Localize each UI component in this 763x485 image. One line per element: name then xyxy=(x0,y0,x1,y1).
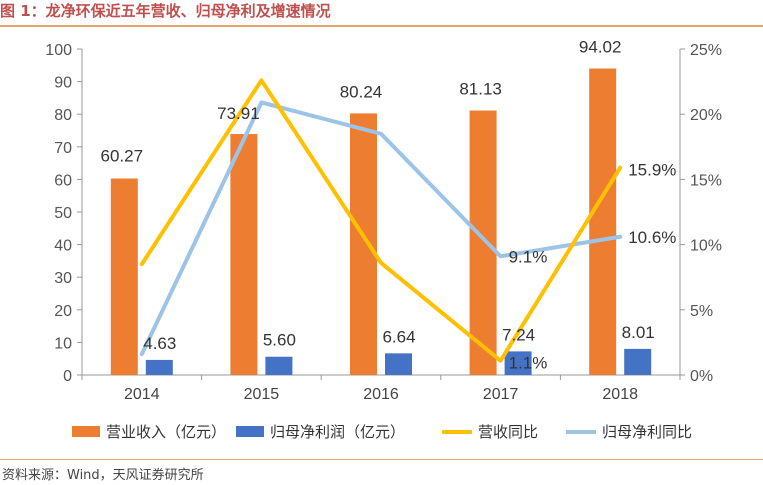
right-tick-label: 25% xyxy=(690,42,722,59)
revenue-bar xyxy=(469,110,497,375)
right-tick-label: 0% xyxy=(690,368,713,385)
x-tick-label: 2018 xyxy=(602,386,638,403)
legend-label: 归母净利同比 xyxy=(602,423,692,441)
revenue-data-label: 81.13 xyxy=(459,80,502,99)
profit-bar xyxy=(145,359,173,375)
profit-growth-line xyxy=(139,100,623,357)
left-tick-label: 10 xyxy=(54,335,72,352)
revenue-bar xyxy=(350,113,377,375)
left-tick-label: 50 xyxy=(54,205,72,222)
legend-swatch xyxy=(236,426,264,437)
figure-title: 图 1：龙净环保近五年营收、归母净利及增速情况 xyxy=(0,2,331,20)
revenue-growth-label: 1.1% xyxy=(509,354,548,373)
legend-swatch xyxy=(72,426,100,437)
profit-data-label: 6.64 xyxy=(382,327,415,346)
right-tick-label: 20% xyxy=(690,107,722,124)
left-tick-label: 100 xyxy=(45,42,72,59)
profit-bar xyxy=(624,348,652,375)
revenue-data-label: 80.24 xyxy=(340,82,383,101)
left-tick-label: 70 xyxy=(54,140,72,157)
left-tick-label: 0 xyxy=(63,368,72,385)
top-rule xyxy=(0,25,763,27)
legend-label: 归母净利润（亿元） xyxy=(270,423,405,441)
profit-data-label: 5.60 xyxy=(263,331,296,350)
profit-growth-label: 10.6% xyxy=(628,228,676,247)
right-tick-label: 10% xyxy=(690,238,722,255)
profit-bar xyxy=(265,356,293,375)
profit-data-label: 4.63 xyxy=(143,334,176,353)
x-tick-label: 2015 xyxy=(244,386,280,403)
revenue-data-label: 73.91 xyxy=(217,104,260,123)
profit-data-label: 7.24 xyxy=(502,325,535,344)
revenue-bar xyxy=(230,134,258,375)
revenue-growth-label: 15.9% xyxy=(628,161,676,180)
left-tick-label: 80 xyxy=(54,107,72,124)
source-note: 资料来源：Wind，天风证券研究所 xyxy=(2,468,204,483)
right-tick-label: 15% xyxy=(690,172,722,189)
legend-label: 营收同比 xyxy=(478,423,538,441)
left-tick-label: 60 xyxy=(54,172,72,189)
left-tick-label: 30 xyxy=(54,270,72,287)
revenue-data-label: 60.27 xyxy=(101,147,144,166)
profit-data-label: 8.01 xyxy=(622,323,655,342)
bottom-rule xyxy=(0,459,763,460)
x-tick-label: 2016 xyxy=(363,386,399,403)
x-tick-label: 2014 xyxy=(124,386,160,403)
left-tick-label: 90 xyxy=(54,75,72,92)
left-tick-label: 40 xyxy=(54,238,72,255)
revenue-bar xyxy=(110,178,138,375)
profit-bar xyxy=(504,351,532,375)
revenue-bar xyxy=(589,68,617,375)
right-tick-label: 5% xyxy=(690,303,713,320)
revenue-data-label: 94.02 xyxy=(579,37,622,56)
profit-bar xyxy=(385,353,412,375)
profit-growth-label: 9.1% xyxy=(509,247,548,266)
revenue-growth-line xyxy=(139,78,623,363)
legend-label: 营业收入（亿元） xyxy=(106,423,226,441)
x-tick-label: 2017 xyxy=(483,386,519,403)
left-tick-label: 20 xyxy=(54,303,72,320)
